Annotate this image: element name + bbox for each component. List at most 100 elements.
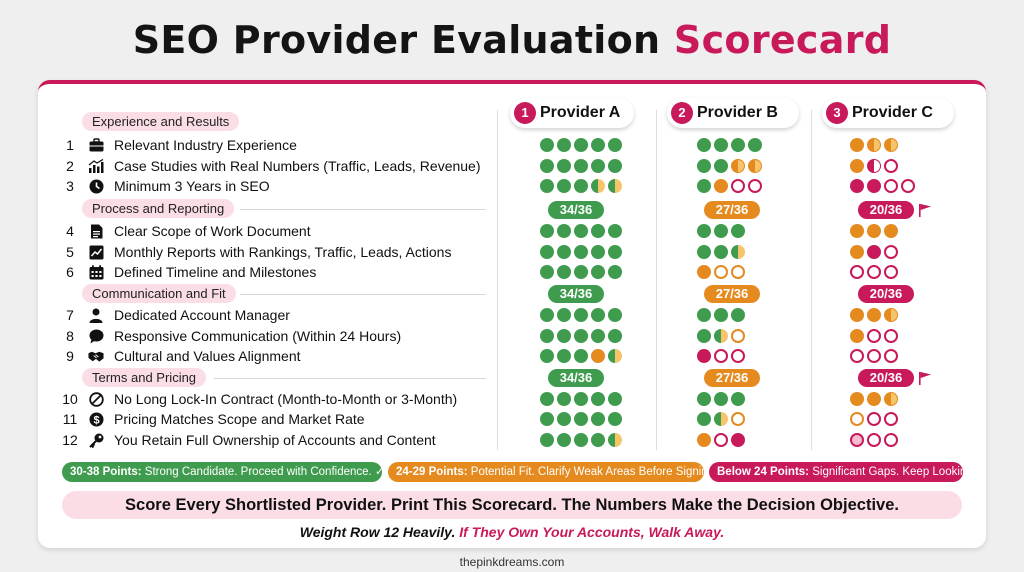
rating-dot	[608, 245, 622, 259]
criterion-row: 9 Cultural and Values Alignment	[60, 346, 500, 366]
rating-dot	[714, 392, 728, 406]
rating-dot	[574, 245, 588, 259]
rating-dot	[608, 179, 622, 193]
rating-dots-provider-b	[697, 265, 745, 279]
criterion-number: 4	[66, 223, 74, 239]
criterion-number: 12	[62, 432, 78, 448]
weighting-note: Weight Row 12 Heavily. If They Own Your …	[0, 524, 1024, 540]
rating-dot	[901, 179, 915, 193]
section-divider	[240, 209, 486, 210]
calendar-icon	[88, 264, 104, 280]
document-icon	[88, 223, 104, 239]
score-pill-b: 27/36	[704, 285, 760, 303]
rating-dots-provider-a	[540, 179, 622, 193]
rating-dot	[540, 349, 554, 363]
provider-name: Provider C	[852, 104, 933, 121]
criterion-number: 1	[66, 137, 74, 153]
legend-text: Potential Fit. Clarify Weak Areas Before…	[467, 466, 718, 478]
rating-dot	[557, 179, 571, 193]
rating-dot	[557, 412, 571, 426]
rating-dot	[731, 245, 745, 259]
rating-dot	[574, 412, 588, 426]
score-pill-c: 20/36	[858, 285, 914, 303]
rating-dot	[591, 433, 605, 447]
column-divider	[656, 110, 657, 450]
rating-dot	[574, 349, 588, 363]
score-pill-a: 34/36	[548, 285, 604, 303]
rating-dots-provider-c	[850, 179, 915, 193]
rating-dot	[574, 329, 588, 343]
score-pill-a: 34/36	[548, 201, 604, 219]
rating-dot	[697, 159, 711, 173]
rating-dot	[850, 392, 864, 406]
rating-dot	[731, 159, 745, 173]
rating-dot	[697, 412, 711, 426]
rating-dots-provider-a	[540, 224, 622, 238]
rating-dot	[608, 349, 622, 363]
person-icon	[88, 307, 104, 323]
criterion-number: 11	[62, 411, 78, 427]
rating-dots-provider-b	[697, 138, 762, 152]
provider-c-header: 3 Provider C	[822, 98, 954, 128]
rating-dot	[867, 245, 881, 259]
rating-dot	[867, 392, 881, 406]
rating-dot	[608, 224, 622, 238]
legend-strong: 30-38 Points: Strong Candidate. Proceed …	[62, 462, 385, 482]
provider-number-badge: 2	[671, 102, 693, 124]
provider-name: Provider A	[540, 104, 621, 121]
criterion-label: Responsive Communication (Within 24 Hour…	[114, 328, 402, 344]
criterion-number: 8	[66, 328, 74, 344]
rating-dot	[557, 308, 571, 322]
rating-dot	[884, 265, 898, 279]
rating-dot	[884, 329, 898, 343]
rating-dots-provider-a	[540, 392, 622, 406]
rating-dot	[557, 329, 571, 343]
rating-dot	[850, 329, 864, 343]
title-main: SEO Provider Evaluation	[132, 18, 674, 62]
rating-dot	[591, 412, 605, 426]
rating-dot	[884, 245, 898, 259]
rating-dot	[850, 349, 864, 363]
criterion-label: Case Studies with Real Numbers (Traffic,…	[114, 158, 481, 174]
rating-dot	[884, 224, 898, 238]
page-title: SEO Provider Evaluation Scorecard	[0, 18, 1024, 62]
criterion-row: 5 Monthly Reports with Rankings, Traffic,…	[60, 242, 500, 262]
rating-dot	[850, 179, 864, 193]
rating-dot	[714, 179, 728, 193]
criterion-number: 5	[66, 244, 74, 260]
criterion-row: 3 Minimum 3 Years in SEO	[60, 176, 500, 196]
rating-dot	[574, 265, 588, 279]
rating-dot	[574, 224, 588, 238]
criterion-row: 10 No Long Lock-In Contract (Month-to-Mon…	[60, 389, 500, 409]
section-header-process: Process and Reporting	[82, 199, 235, 218]
criterion-row: 1 Relevant Industry Experience	[60, 135, 500, 155]
legend-points: 24-29 Points:	[396, 466, 468, 478]
section-header-experience: Experience and Results	[82, 112, 240, 131]
rating-dots-provider-b	[697, 433, 745, 447]
rating-dot	[557, 159, 571, 173]
section-divider	[240, 294, 486, 295]
rating-dots-provider-b	[697, 349, 745, 363]
criterion-row: 7 Dedicated Account Manager	[60, 305, 500, 325]
rating-dot	[850, 433, 864, 447]
rating-dots-provider-c	[850, 412, 898, 426]
rating-dot	[867, 433, 881, 447]
criterion-number: 6	[66, 264, 74, 280]
rating-dots-provider-a	[540, 265, 622, 279]
rating-dot	[697, 265, 711, 279]
criterion-label: Dedicated Account Manager	[114, 307, 290, 323]
rating-dot	[731, 433, 745, 447]
legend-text: Strong Candidate. Proceed with Confidenc…	[141, 466, 385, 478]
rating-dot	[608, 159, 622, 173]
rating-dots-provider-b	[697, 308, 745, 322]
rating-dot	[540, 412, 554, 426]
rating-dot	[540, 179, 554, 193]
rating-dot	[867, 349, 881, 363]
rating-dot	[884, 412, 898, 426]
rating-dot	[714, 412, 728, 426]
rating-dot	[850, 245, 864, 259]
rating-dot	[608, 308, 622, 322]
svg-text:$: $	[93, 414, 99, 426]
rating-dot	[867, 159, 881, 173]
rating-dot	[731, 412, 745, 426]
